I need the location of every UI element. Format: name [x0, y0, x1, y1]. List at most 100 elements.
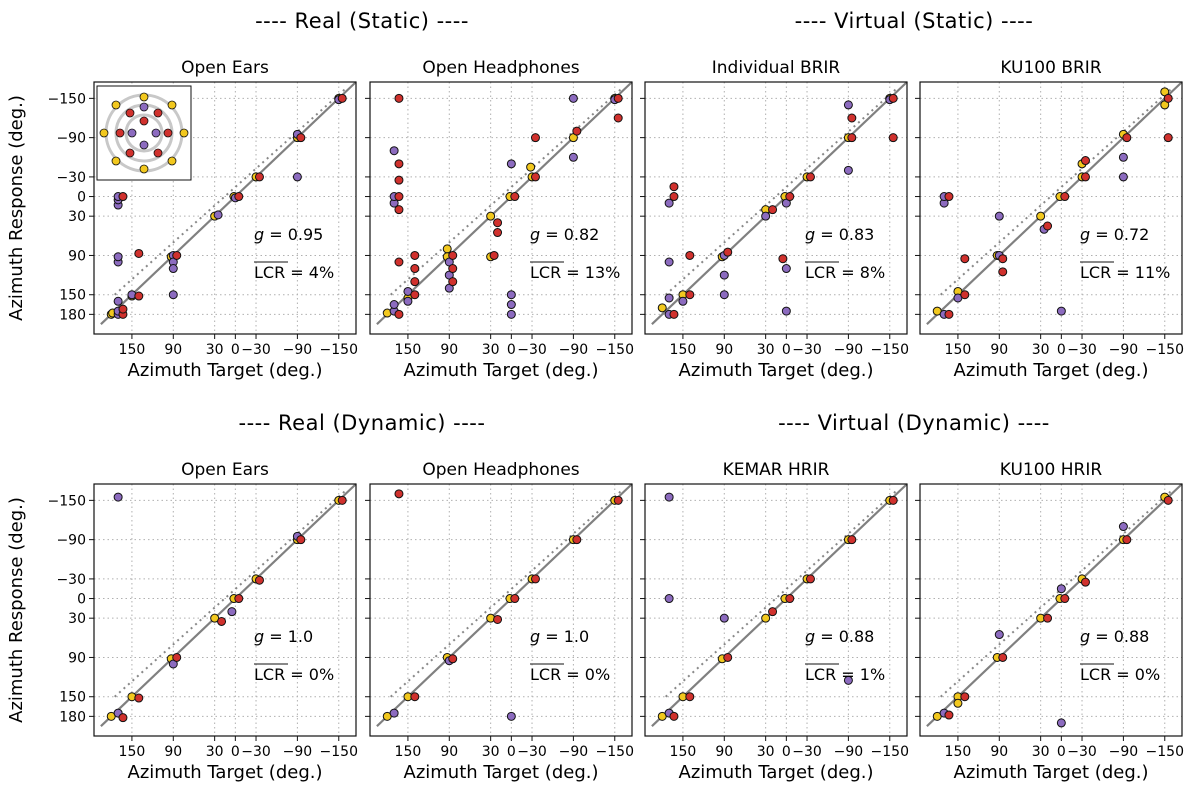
x-tick-label: 0 — [782, 342, 791, 358]
x-tick-label: −30 — [792, 744, 822, 760]
data-point — [506, 290, 516, 300]
data-point — [234, 192, 244, 202]
identity-line — [376, 483, 633, 727]
x-tick-label: 30 — [482, 342, 500, 358]
data-point — [410, 250, 420, 260]
inset-speaker — [115, 128, 125, 138]
x-tick-label: 90 — [990, 744, 1008, 760]
data-point — [664, 492, 674, 502]
inset-speaker — [99, 128, 109, 138]
regression-line — [665, 489, 898, 698]
data-point — [1122, 133, 1132, 143]
data-point — [761, 211, 771, 221]
data-point — [657, 303, 667, 313]
data-point — [394, 205, 404, 215]
data-point — [113, 492, 123, 502]
data-point — [888, 495, 898, 505]
x-axis-label: Azimuth Target (deg.) — [128, 360, 323, 381]
data-point — [568, 152, 578, 162]
inset-speaker — [139, 140, 149, 150]
data-point — [394, 489, 404, 499]
data-point — [768, 607, 778, 617]
data-point — [394, 309, 404, 319]
data-point — [1056, 718, 1066, 728]
inset-speaker — [127, 128, 137, 138]
x-tick-label: 0 — [1057, 342, 1066, 358]
data-point — [389, 708, 399, 718]
x-axis-label: Azimuth Target (deg.) — [679, 360, 874, 381]
g-annotation: g = 0.72 — [1080, 225, 1149, 244]
lcr-annotation: LCR = 8% — [805, 263, 885, 282]
y-tick-label: −90 — [56, 533, 86, 549]
data-point — [526, 162, 536, 172]
data-point — [118, 192, 128, 202]
inset-ring — [124, 113, 164, 153]
data-point — [1036, 211, 1046, 221]
x-tick-label: 30 — [1032, 744, 1050, 760]
g-annotation: g = 1.0 — [530, 627, 589, 646]
y-axis-label: Azimuth Response (deg.) — [6, 95, 27, 321]
plot-frame — [919, 483, 1183, 737]
inset-speaker — [139, 164, 149, 174]
data-point — [944, 309, 954, 319]
x-tick-label: 0 — [507, 744, 516, 760]
data-point — [613, 113, 623, 123]
x-tick-label: −30 — [1067, 744, 1097, 760]
data-point — [805, 172, 815, 182]
inset-speaker — [111, 156, 121, 166]
inset-speaker — [163, 128, 173, 138]
data-point — [960, 254, 970, 264]
inset-speaker — [139, 92, 149, 102]
data-point — [685, 250, 695, 260]
data-point — [1118, 152, 1128, 162]
data-point — [1080, 577, 1090, 587]
data-point — [572, 126, 582, 136]
g-annotation: g = 0.82 — [530, 225, 599, 244]
lcr-annotation: LCR = 1% — [805, 665, 885, 684]
x-tick-label: 0 — [231, 744, 240, 760]
data-point — [669, 711, 679, 721]
data-point — [394, 159, 404, 169]
data-point — [254, 575, 264, 585]
identity-line — [926, 81, 1183, 325]
regression-line — [390, 87, 623, 296]
y-tick-label: −30 — [56, 572, 86, 588]
data-point — [778, 254, 788, 264]
x-tick-label: 30 — [206, 744, 224, 760]
x-tick-label: −90 — [834, 342, 864, 358]
data-point — [1163, 93, 1173, 103]
data-point — [113, 252, 123, 262]
g-annotation: g = 0.95 — [254, 225, 323, 244]
x-tick-label: −150 — [320, 744, 358, 760]
inset-frame — [96, 85, 192, 181]
regression-line — [390, 489, 623, 698]
y-tick-label: −150 — [48, 91, 86, 107]
data-point — [994, 211, 1004, 221]
data-point — [888, 93, 898, 103]
data-point — [530, 172, 540, 182]
data-point — [234, 594, 244, 604]
data-point — [998, 254, 1008, 264]
y-tick-label: 90 — [68, 650, 86, 666]
data-point — [227, 607, 237, 617]
subplot-title: KEMAR HRIR — [723, 460, 830, 480]
x-tick-label: −30 — [517, 342, 547, 358]
data-point — [394, 175, 404, 185]
x-tick-label: −150 — [596, 342, 634, 358]
x-axis-label: Azimuth Target (deg.) — [404, 762, 599, 783]
data-point — [530, 574, 540, 584]
g-annotation: g = 0.88 — [1080, 627, 1149, 646]
g-annotation: g = 0.83 — [805, 225, 874, 244]
data-point — [394, 93, 404, 103]
data-point — [613, 93, 623, 103]
plot-frame — [919, 81, 1183, 335]
data-point — [994, 630, 1004, 640]
x-tick-label: 90 — [715, 342, 733, 358]
data-point — [664, 594, 674, 604]
data-point — [118, 304, 128, 314]
data-point — [410, 264, 420, 274]
regression-line — [940, 489, 1173, 698]
x-tick-label: 150 — [945, 744, 972, 760]
x-tick-label: −150 — [871, 342, 909, 358]
